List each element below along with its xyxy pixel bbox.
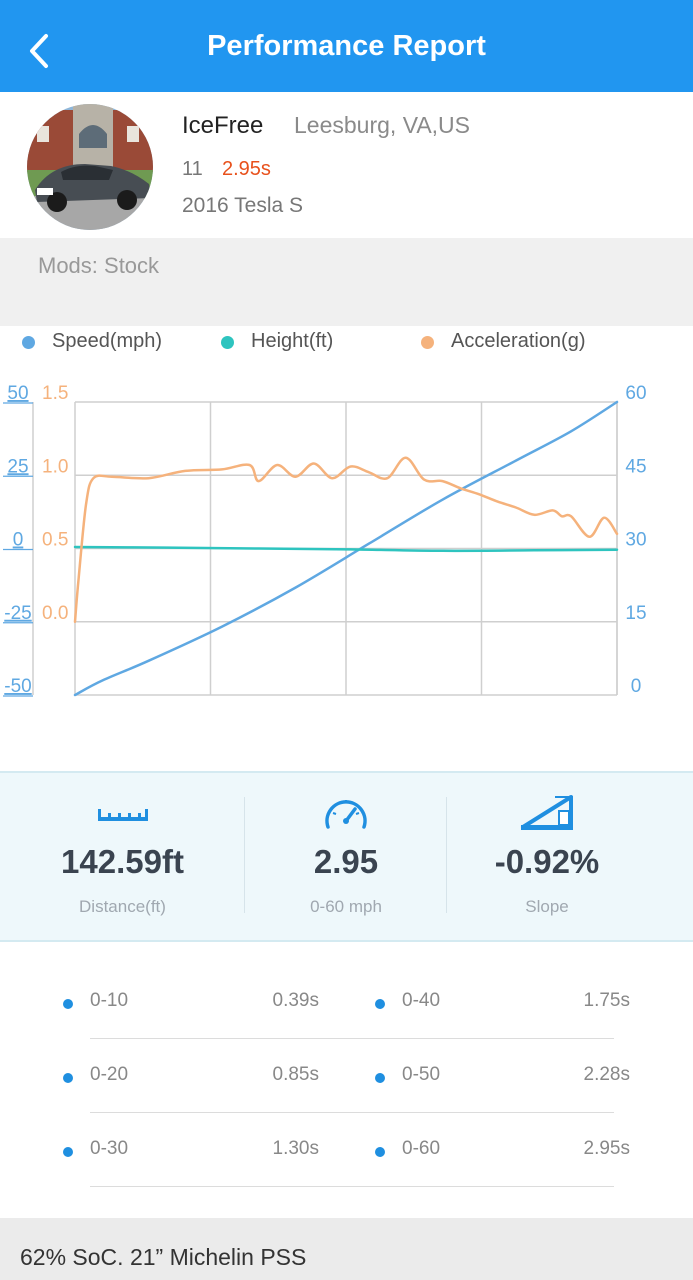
rank-number: 11 [182, 158, 203, 180]
legend-height-label: Height(ft) [251, 330, 334, 352]
back-button[interactable] [22, 26, 58, 76]
split-range: 0-30 [90, 1138, 129, 1159]
split-time: 2.28s [583, 1064, 630, 1085]
user-name: IceFree [182, 112, 264, 139]
acceleration-tick-label: 1.5 [42, 383, 68, 404]
legend-acceleration-dot [421, 336, 434, 349]
split-time: 1.30s [272, 1138, 319, 1159]
profile-card: IceFree Leesburg, VA,US 11 2.95s 2016 Te… [0, 92, 693, 238]
zero-sixty-label: 0-60 mph [310, 897, 382, 916]
speed-tick-label: 30 [625, 530, 646, 551]
best-time: 2.95s [222, 158, 271, 180]
height-tick-label: -50 [4, 676, 31, 697]
split-row: 0-30 1.30s 0-60 2.95s [0, 1116, 693, 1190]
height-tick-label: 0 [13, 530, 24, 551]
speed-tick-label: 45 [625, 456, 646, 477]
page-title: Performance Report [207, 30, 486, 62]
speed-tick-label: 15 [625, 603, 646, 624]
stat-slope: -0.92% Slope [447, 773, 647, 940]
stat-distance: 142.59ft Distance(ft) [0, 773, 245, 940]
split-time: 0.39s [272, 990, 319, 1011]
row-divider [90, 1112, 614, 1113]
split-dot [63, 1073, 73, 1083]
user-location: Leesburg, VA,US [294, 112, 471, 138]
speed-tick-label: 60 [625, 383, 646, 404]
mods-section: Mods: Stock [0, 238, 693, 326]
split-dot [63, 1147, 73, 1157]
slope-icon [519, 791, 575, 836]
notes-text: 62% SoC. 21” Michelin PSS [20, 1244, 307, 1270]
row-divider [90, 1038, 614, 1039]
notes-bar: 62% SoC. 21” Michelin PSS [0, 1218, 693, 1280]
split-range: 0-40 [402, 990, 441, 1011]
height-tick-label: -25 [4, 603, 31, 624]
distance-label: Distance(ft) [79, 897, 166, 916]
stats-panel: 142.59ft Distance(ft) 2.95 0-60 mph [0, 771, 693, 942]
split-dot [375, 1073, 385, 1083]
height-tick-label: 50 [7, 383, 28, 404]
distance-value: 142.59ft [61, 843, 184, 880]
acceleration-series-line [73, 456, 619, 624]
acceleration-tick-label: 1.0 [42, 456, 68, 477]
speed-tick-label: 0 [631, 676, 642, 697]
mods-text: Mods: Stock [38, 253, 160, 278]
speedometer-icon [323, 791, 369, 836]
legend-speed-label: Speed(mph) [52, 330, 163, 352]
split-range: 0-50 [402, 1064, 441, 1085]
acceleration-tick-label: 0.5 [42, 530, 68, 551]
zero-sixty-value: 2.95 [313, 843, 379, 880]
ruler-icon [94, 791, 152, 836]
app-header: Performance Report [0, 0, 693, 92]
height-series-line [73, 545, 619, 553]
car-photo [27, 104, 153, 230]
stat-divider [244, 797, 245, 913]
height-tick-label: 25 [7, 456, 28, 477]
slope-value: -0.92% [494, 843, 600, 880]
performance-chart: 50 25 0 -25 -50 1.5 1.0 0.5 0.0 60 45 30 15 0 [3, 383, 647, 697]
acceleration-tick-label: 0.0 [42, 603, 68, 624]
chevron-left-icon [30, 34, 48, 68]
split-dot [375, 1147, 385, 1157]
stat-zero-sixty: 2.95 0-60 mph [245, 773, 447, 940]
split-row: 0-10 0.39s 0-40 1.75s [0, 968, 693, 1042]
split-range: 0-10 [90, 990, 129, 1011]
legend-acceleration-label: Acceleration(g) [451, 330, 586, 352]
split-range: 0-60 [402, 1138, 441, 1159]
legend-height-dot [221, 336, 234, 349]
split-range: 0-20 [90, 1064, 129, 1085]
car-avatar[interactable] [27, 104, 153, 230]
legend-speed-dot [22, 336, 35, 349]
speed-series-line [73, 400, 619, 697]
split-dot [375, 999, 385, 1009]
stat-divider [446, 797, 447, 913]
split-dot [63, 999, 73, 1009]
slope-label: Slope [525, 897, 569, 916]
split-time: 0.85s [272, 1064, 319, 1085]
split-row: 0-20 0.85s 0-50 2.28s [0, 1042, 693, 1116]
car-model: 2016 Tesla S [182, 194, 304, 217]
split-time: 2.95s [583, 1138, 630, 1159]
row-divider [90, 1186, 614, 1187]
split-time: 1.75s [583, 990, 630, 1011]
